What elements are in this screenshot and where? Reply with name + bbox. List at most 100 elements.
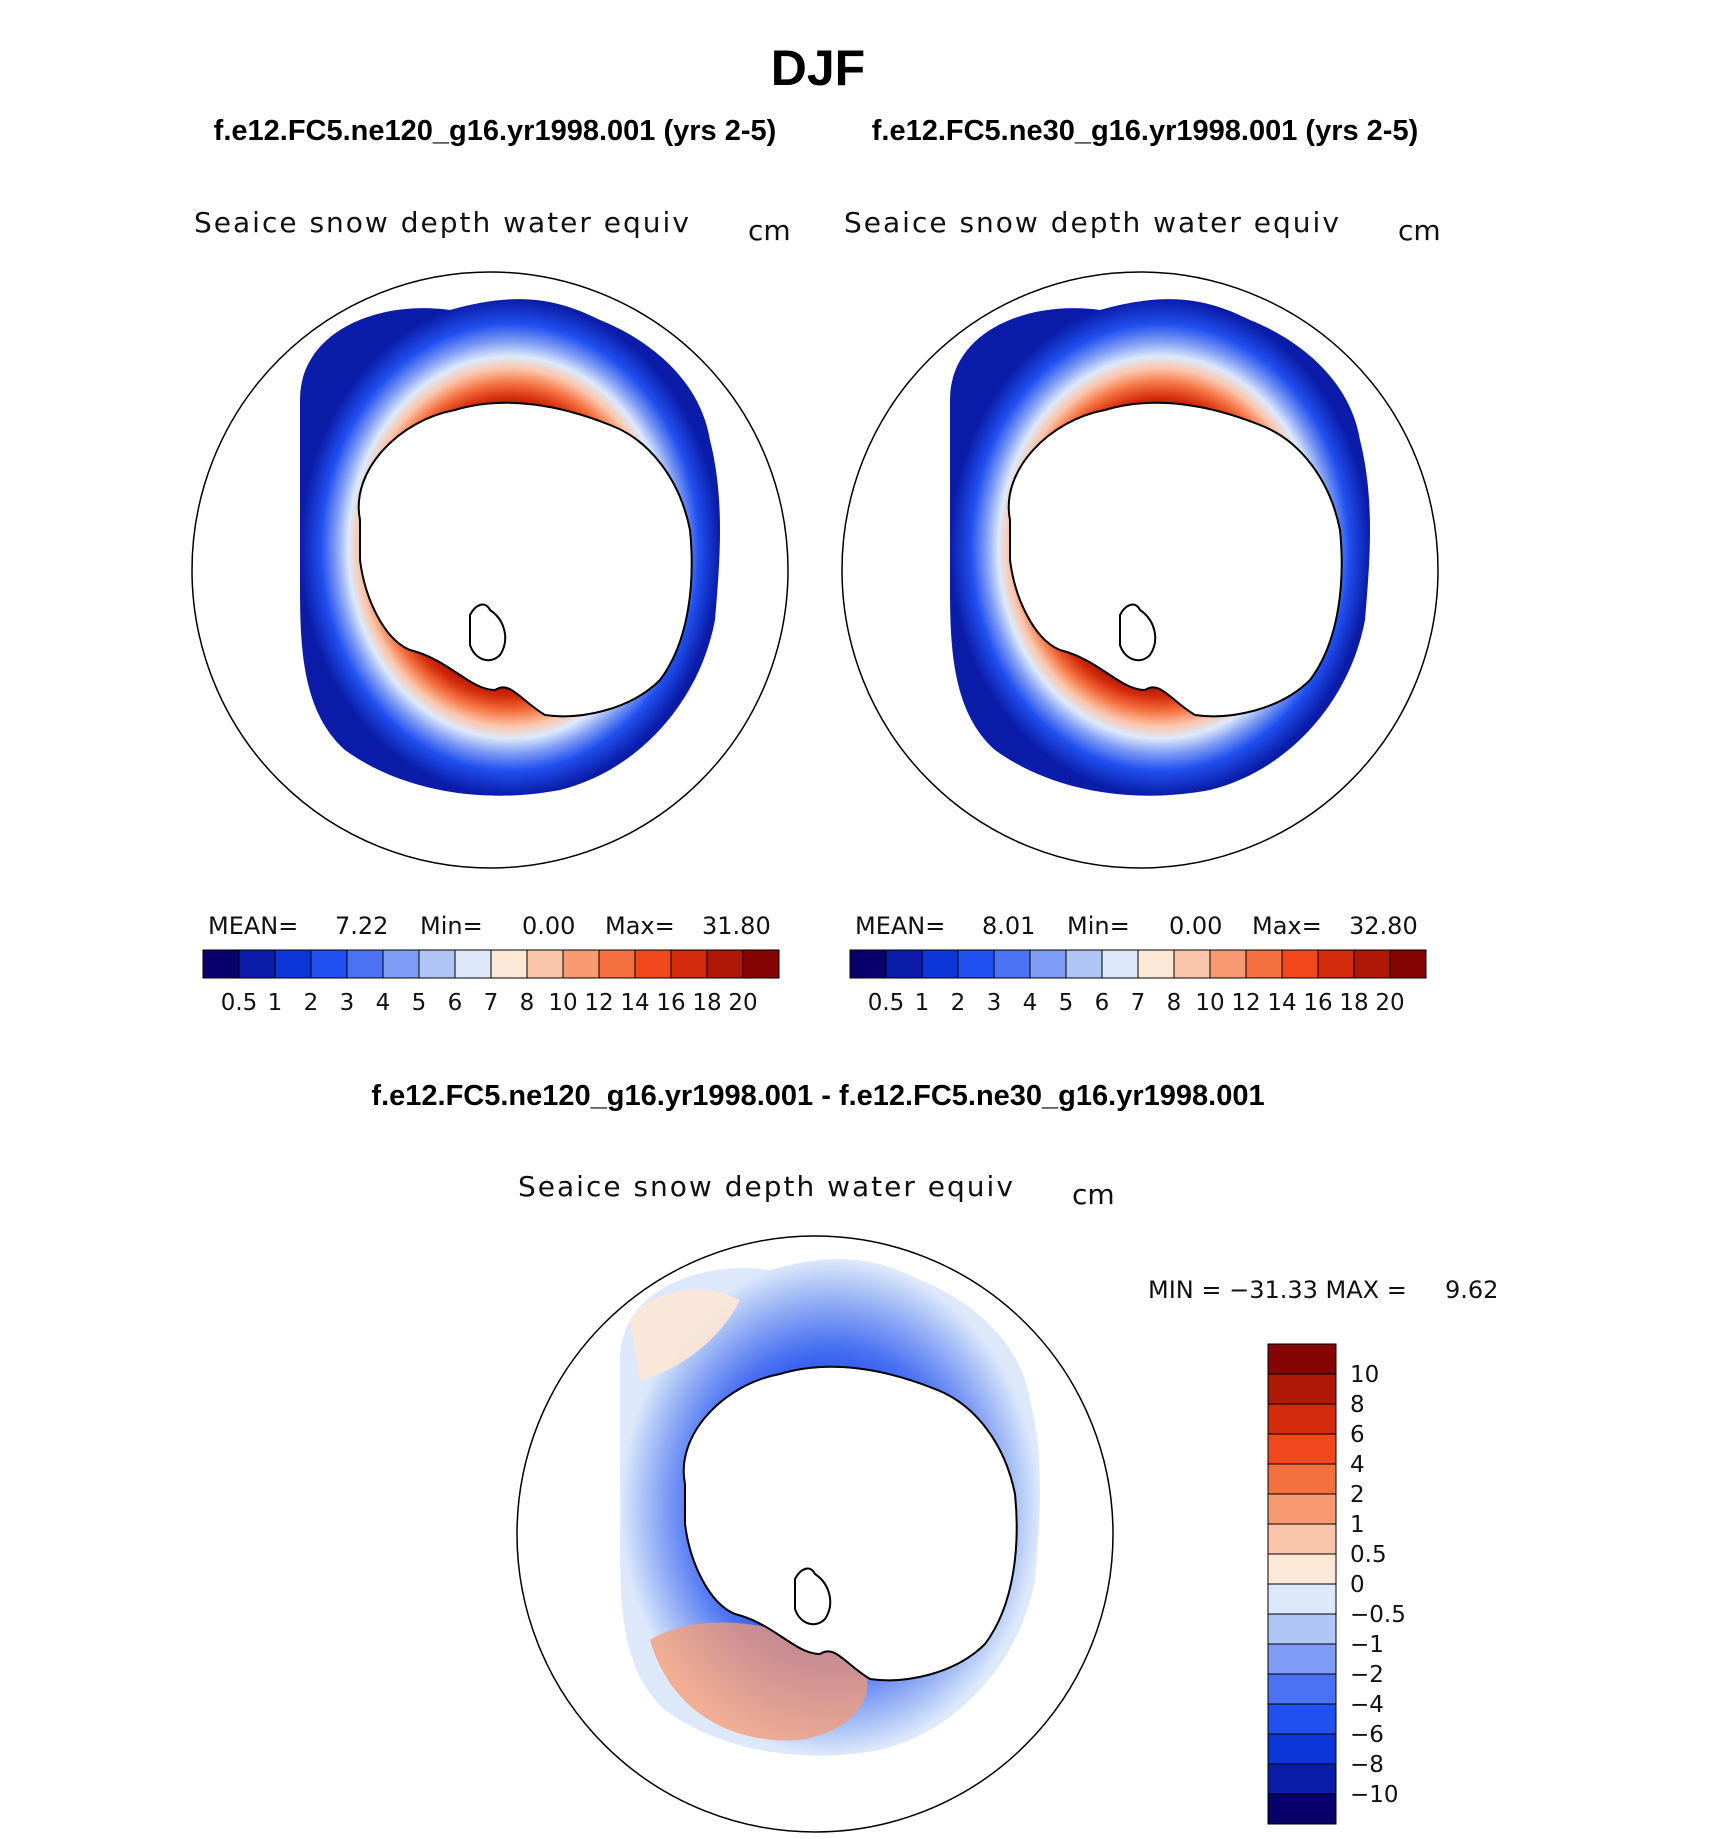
left-colorbar-swatch	[274, 949, 312, 979]
left-antarctica	[357, 401, 693, 718]
diff-colorbar-swatch	[1267, 1583, 1337, 1615]
right-units-label: cm	[1398, 214, 1441, 247]
diff-colorbar-tick-label: 1	[1350, 1512, 1365, 1538]
diff-colorbar-swatch	[1267, 1493, 1337, 1525]
right-colorbar: 0.5 1 2 3 4 5 6 7 8 10 12 14 16 18 20	[849, 949, 1427, 1016]
right-colorbar-tick-label: 14	[1267, 990, 1296, 1016]
right-mean-label: MEAN=	[855, 912, 945, 940]
diff-colorbar-tick-label: −4	[1350, 1692, 1384, 1718]
diff-colorbar-swatch	[1267, 1523, 1337, 1555]
left-colorbar-swatch	[454, 949, 492, 979]
right-colorbar-swatch	[1317, 949, 1355, 979]
right-max-label: Max=	[1252, 912, 1322, 940]
right-colorbar-tick-label: 7	[1131, 990, 1146, 1016]
right-colorbar-swatch	[849, 949, 887, 979]
diff-min-max: MIN = −31.33 MAX = 9.62	[1148, 1276, 1498, 1304]
right-colorbar-tick-label: 2	[951, 990, 966, 1016]
right-colorbar-swatch	[1065, 949, 1103, 979]
diff-colorbar-tick-label: −6	[1350, 1722, 1384, 1748]
left-ross-ice-shelf	[469, 603, 507, 662]
diff-colorbar-swatch	[1267, 1433, 1337, 1465]
diff-colorbar-swatch	[1267, 1343, 1337, 1375]
right-colorbar-tick-label: 0.5	[868, 990, 905, 1016]
right-colorbar-tick-label: 1	[915, 990, 930, 1016]
left-colorbar-tick-label: 16	[656, 990, 685, 1016]
left-colorbar-tick-label: 14	[620, 990, 649, 1016]
right-max-value: 32.80	[1349, 912, 1418, 940]
left-colorbar-tick-label: 1	[268, 990, 283, 1016]
diff-polar-map	[516, 1235, 1114, 1833]
right-colorbar-swatch	[1209, 949, 1247, 979]
left-colorbar-swatch	[490, 949, 528, 979]
left-mean-value: 7.22	[335, 912, 388, 940]
diff-variable-label: Seaice snow depth water equiv	[518, 1170, 1015, 1203]
right-variable-label: Seaice snow depth water equiv	[844, 206, 1341, 239]
right-min-value: 0.00	[1169, 912, 1222, 940]
right-colorbar-swatch	[1101, 949, 1139, 979]
left-colorbar: 0.5 1 2 3 4 5 6 7 8 10 12 14 16 18 20	[202, 949, 780, 1016]
left-colorbar-swatch	[598, 949, 636, 979]
right-colorbar-swatch	[885, 949, 923, 979]
diff-colorbar-tick-label: 0.5	[1350, 1542, 1387, 1568]
left-colorbar-swatch	[526, 949, 564, 979]
left-colorbar-swatch	[706, 949, 744, 979]
diff-weak-positive-anomaly	[630, 1289, 740, 1380]
right-colorbar-swatch	[1137, 949, 1175, 979]
left-colorbar-swatch	[562, 949, 600, 979]
right-colorbar-tick-label: 20	[1375, 990, 1404, 1016]
left-colorbar-swatch	[310, 949, 348, 979]
diff-colorbar-tick-label: 2	[1350, 1482, 1365, 1508]
right-colorbar-swatch	[957, 949, 995, 979]
left-mean-label: MEAN=	[208, 912, 298, 940]
right-colorbar-tick-label: 16	[1303, 990, 1332, 1016]
diff-case-title: f.e12.FC5.ne120_g16.yr1998.001 - f.e12.F…	[371, 1080, 1264, 1112]
left-colorbar-swatch	[634, 949, 672, 979]
left-units-label: cm	[748, 214, 791, 247]
diff-colorbar-tick-label: 6	[1350, 1422, 1365, 1448]
left-max-label: Max=	[605, 912, 675, 940]
diff-colorbar-tick-label: −8	[1350, 1752, 1384, 1778]
left-colorbar-swatch	[346, 949, 384, 979]
diff-colorbar-swatch	[1267, 1613, 1337, 1645]
diff-colorbar-swatch	[1267, 1463, 1337, 1495]
left-colorbar-swatch	[238, 949, 276, 979]
diff-colorbar-swatch	[1267, 1733, 1337, 1765]
right-colorbar-swatch	[993, 949, 1031, 979]
left-colorbar-tick-label: 20	[728, 990, 757, 1016]
figure-title: DJF	[771, 40, 865, 96]
right-polar-map	[841, 271, 1439, 869]
left-colorbar-tick-label: 0.5	[221, 990, 258, 1016]
left-colorbar-tick-label: 4	[376, 990, 391, 1016]
left-colorbar-tick-label: 12	[584, 990, 613, 1016]
left-colorbar-swatch	[382, 949, 420, 979]
right-colorbar-tick-label: 8	[1167, 990, 1182, 1016]
right-colorbar-tick-label: 4	[1023, 990, 1038, 1016]
right-colorbar-tick-label: 6	[1095, 990, 1110, 1016]
left-colorbar-tick-label: 3	[340, 990, 355, 1016]
left-colorbar-tick-label: 5	[412, 990, 427, 1016]
left-colorbar-tick-label: 2	[304, 990, 319, 1016]
right-colorbar-tick-label: 3	[987, 990, 1002, 1016]
left-colorbar-tick-label: 18	[692, 990, 721, 1016]
left-stats: MEAN= 7.22 Min= 0.00 Max= 31.80	[208, 912, 771, 940]
right-colorbar-swatch	[1389, 949, 1427, 979]
right-colorbar-swatch	[1173, 949, 1211, 979]
diff-colorbar-swatch	[1267, 1673, 1337, 1705]
left-colorbar-swatch	[742, 949, 780, 979]
right-colorbar-swatch	[1029, 949, 1067, 979]
diff-colorbar: 10 8 6 4 2 1 0.5 0 −0.5 −1 −2 −4 −6 −8 −10	[1267, 1343, 1406, 1825]
diff-colorbar-tick-label: 10	[1350, 1362, 1379, 1388]
right-mean-value: 8.01	[982, 912, 1035, 940]
right-min-label: Min=	[1067, 912, 1130, 940]
right-colorbar-swatch	[921, 949, 959, 979]
right-colorbar-swatch	[1281, 949, 1319, 979]
diff-colorbar-tick-label: −0.5	[1350, 1602, 1406, 1628]
left-colorbar-swatch	[670, 949, 708, 979]
right-colorbar-swatch	[1245, 949, 1283, 979]
right-case-title: f.e12.FC5.ne30_g16.yr1998.001 (yrs 2-5)	[872, 115, 1419, 147]
diff-colorbar-swatch	[1267, 1703, 1337, 1735]
left-colorbar-tick-label: 8	[520, 990, 535, 1016]
left-colorbar-swatch	[418, 949, 456, 979]
diff-colorbar-swatch	[1267, 1373, 1337, 1405]
